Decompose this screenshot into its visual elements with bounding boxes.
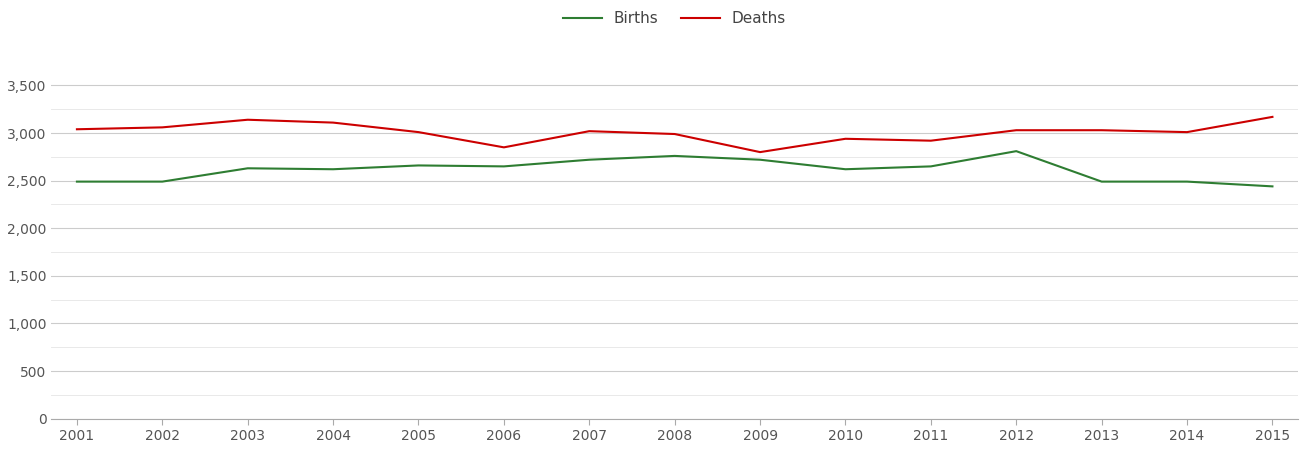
Births bbox=[1094, 179, 1109, 184]
Deaths bbox=[325, 120, 341, 125]
Deaths bbox=[923, 138, 938, 144]
Deaths bbox=[496, 144, 512, 150]
Births bbox=[69, 179, 85, 184]
Births bbox=[582, 157, 598, 162]
Births bbox=[496, 164, 512, 169]
Deaths bbox=[1094, 127, 1109, 133]
Deaths bbox=[1009, 127, 1024, 133]
Births bbox=[411, 163, 427, 168]
Deaths bbox=[240, 117, 256, 122]
Deaths bbox=[69, 126, 85, 132]
Births bbox=[154, 179, 170, 184]
Deaths bbox=[411, 130, 427, 135]
Line: Births: Births bbox=[77, 151, 1272, 186]
Births bbox=[325, 166, 341, 172]
Births bbox=[1265, 184, 1280, 189]
Legend: Births, Deaths: Births, Deaths bbox=[557, 5, 792, 32]
Deaths bbox=[582, 128, 598, 134]
Births bbox=[1009, 148, 1024, 154]
Births bbox=[923, 164, 938, 169]
Births bbox=[838, 166, 853, 172]
Births bbox=[240, 166, 256, 171]
Deaths bbox=[752, 149, 767, 155]
Births bbox=[752, 157, 767, 162]
Births bbox=[1180, 179, 1195, 184]
Deaths bbox=[1180, 130, 1195, 135]
Births bbox=[667, 153, 683, 158]
Deaths bbox=[838, 136, 853, 141]
Deaths bbox=[667, 131, 683, 137]
Deaths bbox=[154, 125, 170, 130]
Line: Deaths: Deaths bbox=[77, 117, 1272, 152]
Deaths bbox=[1265, 114, 1280, 120]
